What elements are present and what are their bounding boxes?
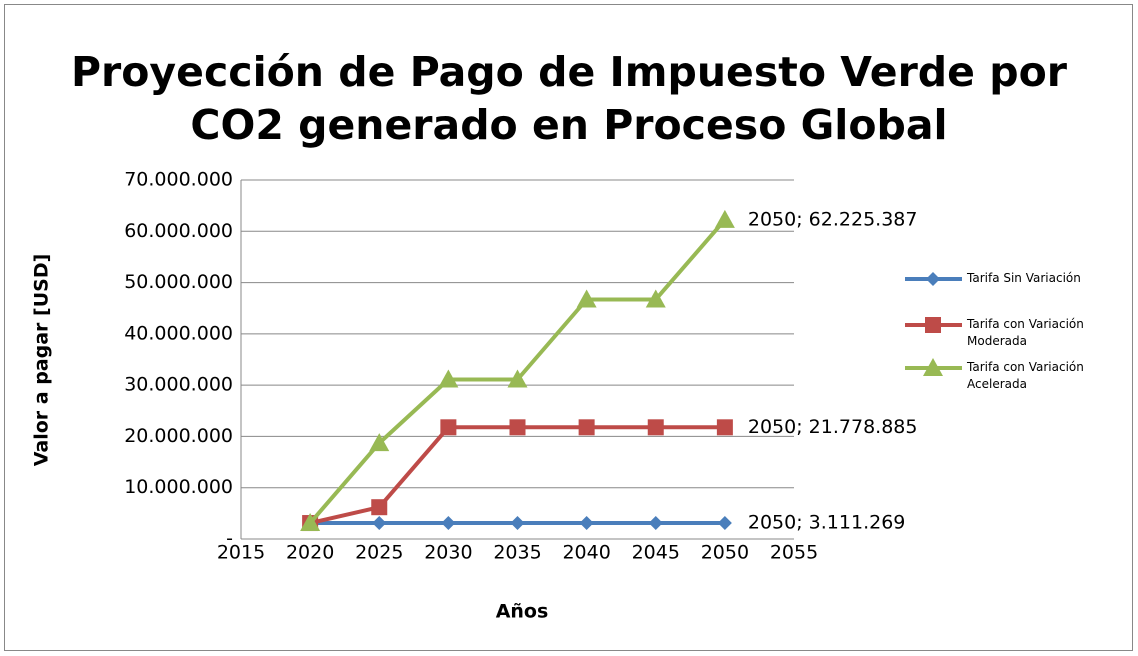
- data-label: 2050; 21.778.885: [748, 416, 918, 438]
- marker: [369, 433, 390, 452]
- y-tick-label: 20.000.000: [124, 425, 233, 447]
- x-tick-label: 2025: [355, 542, 403, 564]
- marker: [441, 516, 456, 531]
- marker: [440, 419, 457, 436]
- marker: [438, 369, 459, 388]
- marker: [509, 419, 526, 436]
- legend-label: Tarifa Sin Variación: [967, 271, 1081, 285]
- marker: [579, 516, 594, 531]
- data-label: 2050; 62.225.387: [748, 208, 918, 230]
- y-tick-label: 60.000.000: [124, 220, 233, 242]
- marker: [716, 419, 733, 436]
- legend-label: Tarifa con Variación Acelerada: [967, 360, 1084, 391]
- y-tick-label: 70.000.000: [124, 169, 233, 191]
- y-tick-label: 40.000.000: [124, 322, 233, 344]
- x-axis-label: Años: [496, 601, 549, 623]
- y-tick-label: 10.000.000: [124, 476, 233, 498]
- x-tick-label: 2015: [217, 542, 265, 564]
- x-tick-label: 2050: [701, 542, 749, 564]
- chart-title: Proyección de Pago de Impuesto Verde por…: [71, 48, 1068, 149]
- marker: [507, 369, 528, 388]
- x-tick-label: 2020: [286, 542, 334, 564]
- x-tick-label: 2055: [770, 542, 818, 564]
- marker: [371, 499, 388, 516]
- x-tick-label: 2040: [562, 542, 610, 564]
- x-tick-label: 2045: [632, 542, 680, 564]
- marker: [300, 513, 321, 532]
- marker: [645, 289, 666, 308]
- y-tick-label: -: [226, 528, 233, 550]
- chart-border: [4, 4, 1133, 651]
- legend-label: Tarifa con Variación Moderada: [967, 317, 1084, 348]
- legend-marker: [926, 272, 940, 286]
- x-tick-label: 2030: [424, 542, 472, 564]
- marker: [576, 289, 597, 308]
- marker: [648, 516, 663, 531]
- legend-marker: [925, 317, 941, 333]
- marker: [714, 209, 735, 228]
- data-label: 2050; 3.111.269: [748, 512, 906, 534]
- x-tick-label: 2035: [493, 542, 541, 564]
- marker: [647, 419, 664, 436]
- y-axis-label: Valor a pagar [USD]: [31, 254, 53, 467]
- y-tick-label: 30.000.000: [124, 374, 233, 396]
- marker: [372, 516, 387, 531]
- y-tick-label: 50.000.000: [124, 271, 233, 293]
- legend-marker: [923, 358, 943, 376]
- marker: [717, 516, 732, 531]
- marker: [510, 516, 525, 531]
- marker: [578, 419, 595, 436]
